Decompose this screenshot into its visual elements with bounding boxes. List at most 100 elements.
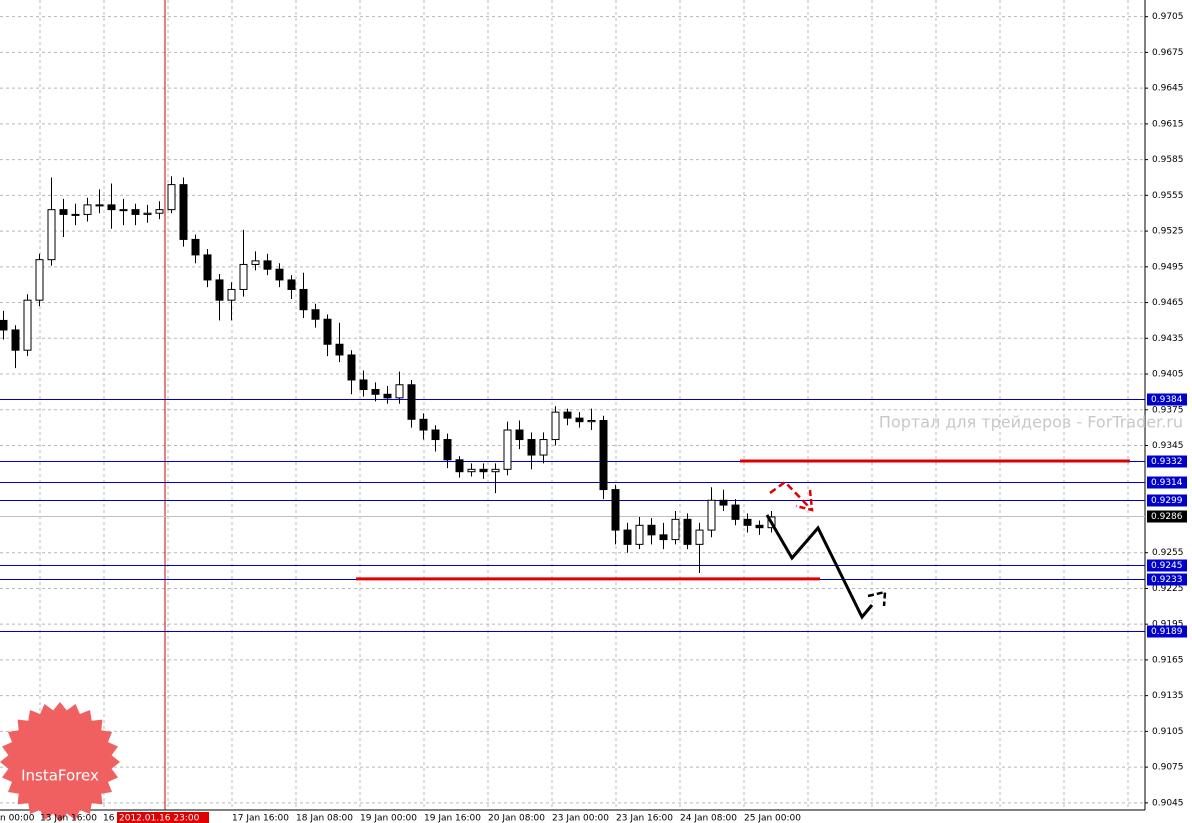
candle-body [95, 204, 104, 207]
candle-body [299, 288, 308, 311]
candle-body [11, 329, 20, 351]
y-tick-label: 0.9195 [1152, 620, 1184, 630]
x-tick-label: 19 Jan 16:00 [424, 814, 481, 823]
candle-body [47, 209, 56, 261]
x-tick-label: 20 Jan 08:00 [488, 814, 545, 823]
forecast-alt-arrowhead [795, 489, 814, 512]
y-tick-label: 0.9165 [1152, 655, 1184, 665]
candle-body [227, 288, 236, 301]
candle-body [515, 429, 524, 441]
price-level-box [1147, 393, 1187, 406]
candle-body [0, 319, 8, 331]
y-tick-label: 0.9105 [1152, 727, 1184, 737]
levels [0, 399, 1145, 632]
y-tick-label: 0.9045 [1152, 798, 1184, 808]
candle-body [347, 354, 356, 381]
y-tick-label: 0.9075 [1152, 763, 1184, 773]
forecast-alt-path [769, 480, 811, 509]
candle-body [539, 439, 548, 456]
y-tick-label: 0.9435 [1152, 334, 1184, 344]
candle-body [59, 209, 68, 215]
price-level-box [1147, 455, 1187, 468]
logo-badge [0, 702, 120, 822]
candle-body [611, 489, 620, 531]
price-level-label: 0.9384 [1151, 395, 1183, 405]
y-tick-label: 0.9405 [1152, 370, 1184, 380]
candle-body [155, 209, 164, 214]
x-tick-label: n 00:00 [0, 814, 35, 823]
candle-body [167, 184, 176, 211]
candle-body [107, 204, 116, 211]
candle-body [491, 468, 500, 473]
candle-body [71, 213, 80, 216]
price-level-label: 0.9189 [1151, 627, 1183, 637]
candle-body [563, 411, 572, 419]
candle-body [323, 318, 332, 345]
y-tick-label: 0.9135 [1152, 691, 1184, 701]
candle-body [443, 439, 452, 461]
x-tick-label: 17 Jan 16:00 [232, 814, 289, 823]
x-tick-label: 23 Jan 00:00 [552, 814, 609, 823]
candle-body [467, 468, 476, 473]
y-tick-label: 0.9585 [1152, 155, 1184, 165]
price-level-label: 0.9233 [1151, 575, 1183, 585]
candle-body [659, 534, 668, 541]
candle-body [587, 419, 596, 423]
candle-body [131, 209, 140, 215]
price-level-box [1147, 625, 1187, 638]
candle-body [35, 259, 44, 301]
x-tick-label: 19 Jan 00:00 [360, 814, 417, 823]
candle-body [311, 309, 320, 320]
candle-body [191, 238, 200, 256]
candle-body [755, 524, 764, 529]
candle-body [23, 299, 32, 351]
candle-body [287, 279, 296, 290]
y-tick-label: 0.9645 [1152, 84, 1184, 94]
candle-body [575, 417, 584, 423]
grid [0, 0, 1148, 810]
y-tick-label: 0.9555 [1152, 191, 1184, 201]
candle-body [359, 379, 368, 391]
candle-body [455, 459, 464, 473]
candle-body [599, 419, 608, 491]
x-tick-label: 16 [103, 814, 115, 823]
candle-body [695, 529, 704, 545]
candle-body [215, 279, 224, 301]
price-level-box [1147, 559, 1187, 572]
candle-body [395, 384, 404, 399]
candle-body [719, 499, 728, 506]
candle-body [731, 504, 740, 520]
price-level-label: 0.9314 [1151, 478, 1183, 488]
price-level-box [1147, 494, 1187, 507]
candle-body [275, 268, 284, 281]
candle-body [407, 384, 416, 420]
price-level-label: 0.9299 [1151, 496, 1183, 506]
candle-body [503, 429, 512, 470]
y-tick-label: 0.9345 [1152, 441, 1184, 451]
candle-body [371, 389, 380, 395]
candle-body [479, 468, 488, 473]
candle-body [179, 184, 188, 240]
current-price-label: 0.9286 [1151, 512, 1183, 522]
y-tick-label: 0.9615 [1152, 119, 1184, 129]
y-tick-label: 0.9225 [1152, 584, 1184, 594]
y-tick-label: 0.9675 [1152, 48, 1184, 58]
y-tick-label: 0.9255 [1152, 548, 1184, 558]
current-price-box [1147, 510, 1187, 523]
y-tick-label: 0.9495 [1152, 262, 1184, 272]
candle-body [623, 529, 632, 545]
price-level-label: 0.9332 [1151, 457, 1183, 467]
candle-body [647, 524, 656, 536]
candle-body [83, 204, 92, 215]
candle-body [335, 343, 344, 356]
candle-body [119, 209, 128, 212]
x-tick-label: 24 Jan 08:00 [680, 814, 737, 823]
x-tick-label: 2012.01.16 23:00 [119, 814, 200, 823]
candle-body [635, 524, 644, 545]
candles [0, 176, 776, 573]
candle-body [431, 429, 440, 441]
candle-body [251, 260, 260, 265]
candle-body [383, 393, 392, 399]
x-tick-label: 18 Jan 08:00 [296, 814, 353, 823]
